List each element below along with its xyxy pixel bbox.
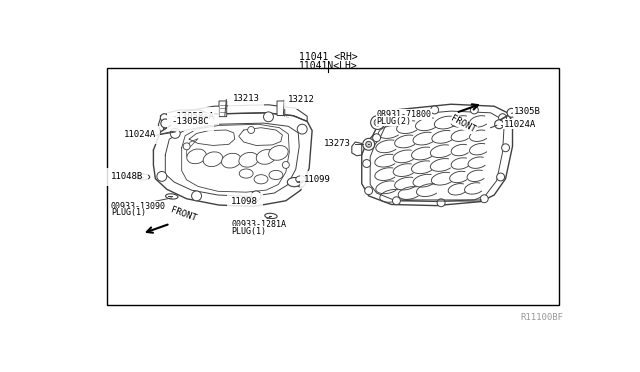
Text: 08931-71800: 08931-71800 [376, 110, 431, 119]
Text: 00933-13090: 00933-13090 [111, 202, 166, 211]
Text: 11098: 11098 [231, 197, 258, 206]
Circle shape [499, 114, 507, 122]
Circle shape [497, 173, 504, 181]
Ellipse shape [296, 176, 306, 183]
Circle shape [363, 160, 371, 167]
Circle shape [248, 126, 255, 134]
Text: 11041 <RH>: 11041 <RH> [299, 52, 357, 62]
Circle shape [191, 191, 202, 201]
Circle shape [502, 144, 509, 152]
Ellipse shape [138, 174, 150, 180]
Circle shape [437, 199, 445, 207]
Ellipse shape [246, 197, 257, 202]
Bar [108, 68, 559, 305]
Text: -13058C: -13058C [172, 118, 209, 126]
Circle shape [282, 161, 289, 169]
Circle shape [296, 177, 306, 187]
Circle shape [480, 195, 488, 203]
Text: 1305B: 1305B [514, 107, 541, 116]
Circle shape [507, 108, 516, 117]
Ellipse shape [256, 150, 276, 164]
Circle shape [363, 138, 374, 150]
Ellipse shape [269, 145, 288, 160]
Circle shape [374, 119, 381, 126]
Ellipse shape [221, 153, 241, 168]
Circle shape [372, 134, 381, 142]
Circle shape [495, 120, 504, 129]
Text: 11048B: 11048B [111, 173, 143, 182]
Ellipse shape [239, 169, 253, 178]
Ellipse shape [187, 149, 206, 164]
Circle shape [161, 114, 168, 122]
Circle shape [365, 187, 372, 195]
Text: PLUG(1): PLUG(1) [111, 208, 146, 218]
Circle shape [204, 113, 214, 124]
Ellipse shape [239, 153, 259, 167]
FancyBboxPatch shape [219, 101, 227, 117]
Circle shape [183, 143, 190, 150]
FancyBboxPatch shape [277, 101, 285, 115]
Text: 11024A: 11024A [504, 120, 536, 129]
Text: PLUG(1): PLUG(1) [231, 227, 266, 236]
Ellipse shape [254, 175, 268, 184]
Text: 11099: 11099 [304, 175, 331, 185]
Text: FRONT: FRONT [169, 205, 198, 223]
Circle shape [431, 106, 438, 114]
Text: 13212: 13212 [289, 95, 315, 104]
Text: -13058+A: -13058+A [172, 112, 215, 121]
Circle shape [365, 141, 372, 147]
Circle shape [392, 197, 401, 205]
Text: 13273: 13273 [323, 139, 350, 148]
Ellipse shape [287, 177, 301, 187]
Text: 13213: 13213 [233, 94, 260, 103]
Circle shape [161, 119, 170, 128]
Circle shape [157, 171, 167, 181]
Ellipse shape [203, 152, 223, 167]
Ellipse shape [269, 170, 283, 180]
Text: 11024A: 11024A [124, 130, 156, 140]
Circle shape [371, 116, 385, 129]
Text: R11100BF: R11100BF [520, 314, 564, 323]
Text: 11041N<LH>: 11041N<LH> [299, 61, 357, 71]
Circle shape [251, 191, 261, 201]
Circle shape [470, 106, 478, 114]
Text: FRONT: FRONT [449, 114, 477, 135]
Circle shape [391, 114, 399, 122]
Circle shape [297, 124, 307, 134]
Text: 00933-1281A: 00933-1281A [231, 220, 286, 229]
Ellipse shape [265, 213, 277, 219]
Circle shape [264, 112, 273, 122]
Text: PLUG(2): PLUG(2) [376, 117, 412, 126]
Circle shape [170, 128, 180, 138]
Ellipse shape [166, 194, 178, 199]
